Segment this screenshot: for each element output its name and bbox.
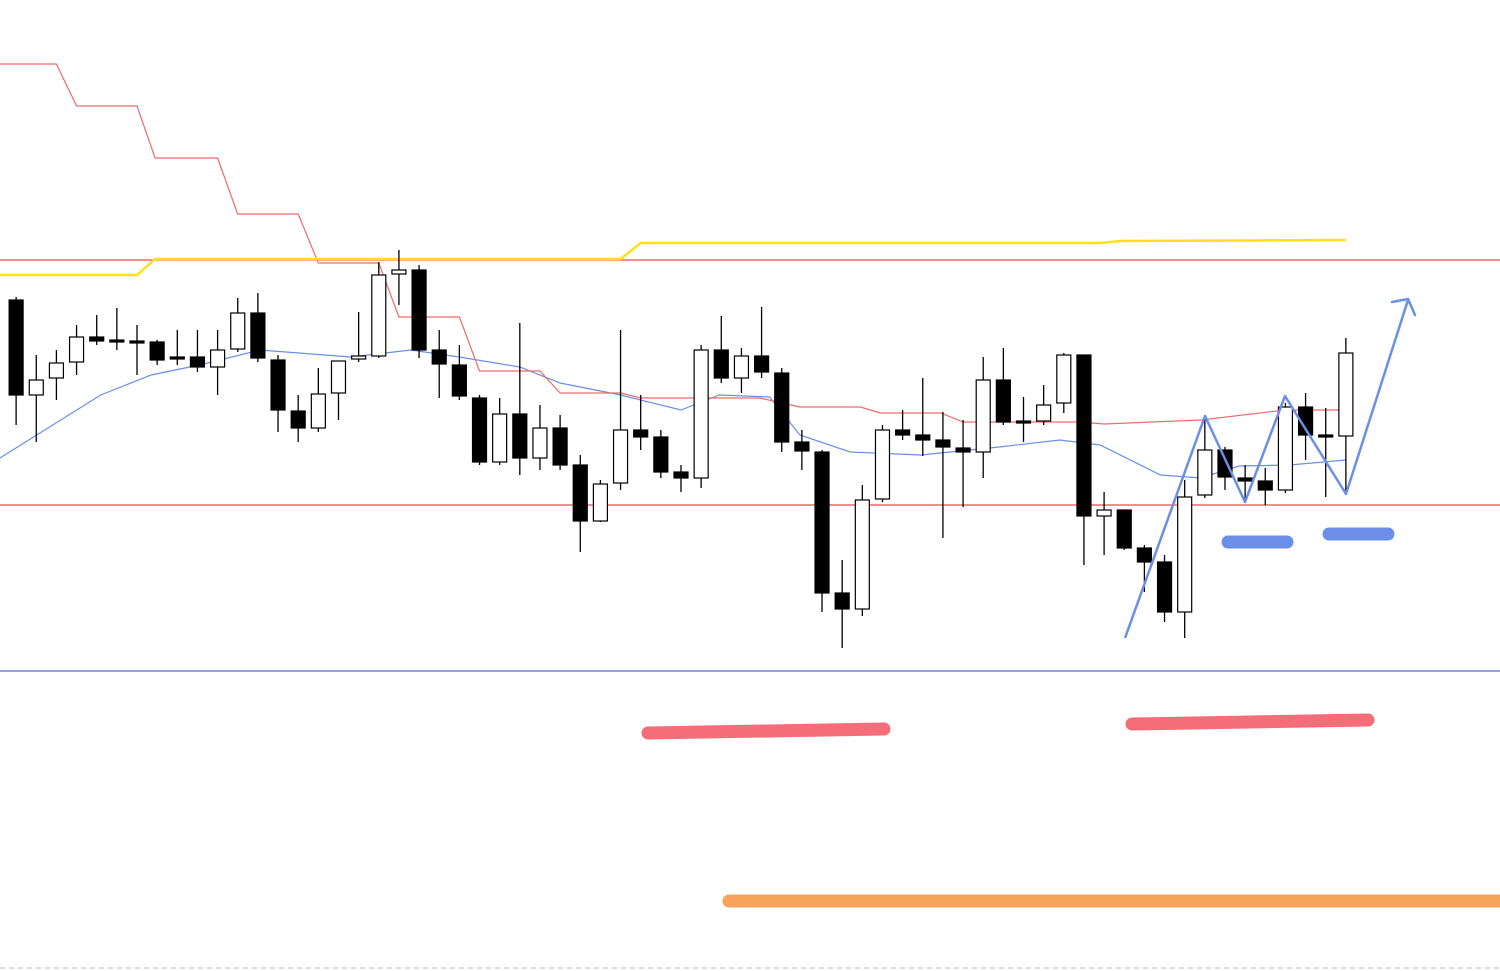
candle-body xyxy=(592,483,609,522)
candle-body xyxy=(1096,509,1112,517)
candle-body xyxy=(1338,352,1354,437)
candle-body xyxy=(753,355,770,373)
candle-body xyxy=(8,299,24,396)
candle-body xyxy=(915,434,931,441)
candle-body xyxy=(975,379,991,453)
candle-body xyxy=(1036,404,1052,422)
candle-body xyxy=(1257,480,1273,491)
candle-body xyxy=(471,397,488,463)
candle-body xyxy=(794,441,810,452)
candle-body xyxy=(874,429,891,500)
candle-body xyxy=(189,356,206,368)
candle-body xyxy=(532,427,548,459)
annotation-layer xyxy=(0,297,1500,969)
candle-body xyxy=(955,447,971,453)
candle-body xyxy=(109,339,125,343)
candle-body xyxy=(209,349,226,368)
candle-body xyxy=(431,349,447,365)
candle-body xyxy=(28,379,44,396)
candle-body xyxy=(371,274,387,357)
candle-body xyxy=(572,464,588,522)
candle-body xyxy=(1277,406,1294,491)
zigzag-annotation xyxy=(1123,299,1410,639)
candle-body xyxy=(48,362,65,379)
candle-body xyxy=(1056,354,1072,404)
candle-body xyxy=(854,499,870,610)
candle-body xyxy=(653,436,669,473)
candle-body xyxy=(411,269,427,351)
candle-body xyxy=(1177,496,1193,613)
candle-body xyxy=(391,269,407,275)
candle-body xyxy=(1156,561,1173,613)
candle-body xyxy=(1116,509,1132,549)
candle-body xyxy=(935,439,951,448)
candle-body xyxy=(1297,406,1314,436)
candle-body xyxy=(1217,449,1233,478)
candle-body xyxy=(1237,477,1253,482)
candle-body xyxy=(552,427,568,466)
candle-body xyxy=(895,429,911,436)
candle-body xyxy=(774,372,790,443)
candle-body xyxy=(290,410,306,429)
candle-body xyxy=(733,355,750,379)
candle-body xyxy=(129,340,145,344)
candle-body xyxy=(310,393,326,429)
candle-body xyxy=(1197,449,1213,496)
indicator-line xyxy=(0,349,1346,479)
candle-body xyxy=(149,341,165,361)
candle-body xyxy=(351,355,367,360)
candle-body xyxy=(1136,547,1152,563)
candle-body xyxy=(693,349,709,479)
candle-layer xyxy=(8,250,1354,648)
candle-body xyxy=(451,364,467,397)
candle-body xyxy=(633,429,649,438)
candle-body xyxy=(250,312,266,359)
candle-body xyxy=(814,451,830,594)
candle-body xyxy=(1015,420,1032,424)
candle-body xyxy=(612,429,629,484)
candle-body xyxy=(270,359,286,411)
candle-body xyxy=(230,312,246,350)
candle-body xyxy=(673,471,689,479)
candle-body xyxy=(492,413,508,463)
candle-body xyxy=(995,379,1011,423)
candle-body xyxy=(834,592,850,610)
candle-body xyxy=(1318,434,1334,438)
indicator-line xyxy=(0,238,1346,277)
red-highlight xyxy=(641,722,891,740)
red-highlight xyxy=(1125,713,1375,731)
candle-body xyxy=(330,360,347,394)
arrow-head xyxy=(1390,297,1417,317)
candle-body xyxy=(89,336,105,342)
candle-body xyxy=(1076,354,1092,517)
candle-body xyxy=(169,356,185,360)
candle-body xyxy=(512,413,528,459)
candle-body xyxy=(68,336,85,363)
candle-body xyxy=(713,349,729,379)
